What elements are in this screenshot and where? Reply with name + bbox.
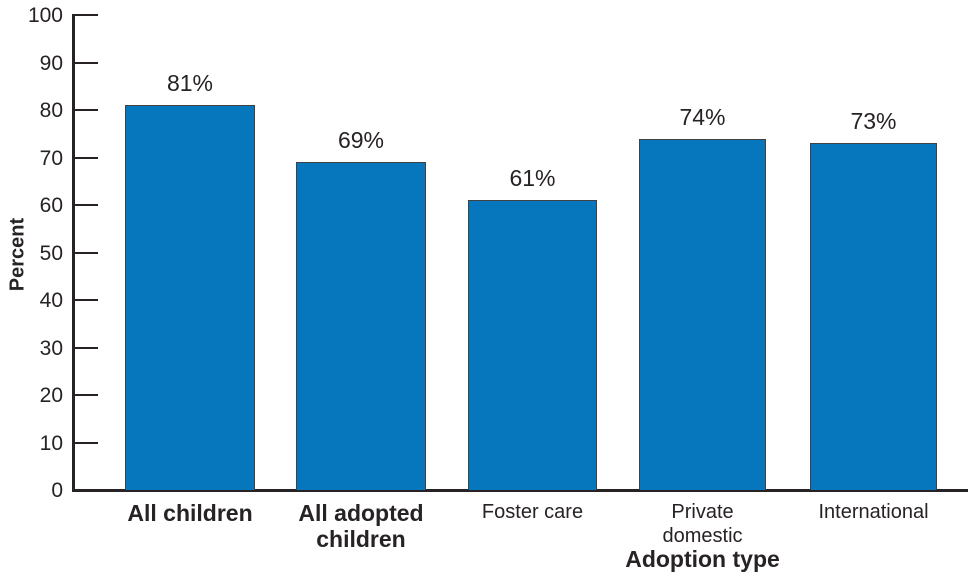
bar <box>810 143 937 490</box>
x-axis-line <box>72 489 968 492</box>
category-label: Private domestic <box>662 501 743 547</box>
y-tick-mark <box>75 204 98 206</box>
y-tick-mark <box>75 441 98 444</box>
y-tick-label: 70 <box>39 146 63 170</box>
y-tick-label: 50 <box>39 241 63 265</box>
y-tick-label: 20 <box>39 384 63 407</box>
bar <box>639 138 766 490</box>
y-tick-mark <box>75 251 98 254</box>
y-tick-mark <box>75 299 98 301</box>
bar <box>296 162 426 490</box>
bar-value-label: 61% <box>509 165 556 192</box>
category-label: International <box>818 501 929 523</box>
bar-value-label: 73% <box>850 108 897 135</box>
y-tick-label: 0 <box>51 479 63 502</box>
x-axis-title: Adoption type <box>625 546 780 572</box>
y-tick-label: 60 <box>39 194 63 217</box>
y-tick-mark <box>75 109 98 111</box>
bar-value-label: 74% <box>679 103 726 130</box>
y-tick-label: 80 <box>39 99 63 122</box>
category-label: All children <box>127 500 253 526</box>
y-tick-mark <box>75 156 98 159</box>
y-axis-line <box>72 14 75 492</box>
category-label: All adopted children <box>298 500 424 552</box>
bar-value-label: 81% <box>166 70 214 97</box>
y-tick-mark <box>75 14 98 16</box>
bar <box>125 105 255 490</box>
y-tick-mark <box>75 489 98 491</box>
y-tick-label: 40 <box>39 289 63 312</box>
y-tick-label: 90 <box>39 51 63 75</box>
y-tick-mark <box>75 346 98 349</box>
y-tick-label: 10 <box>39 431 63 455</box>
y-tick-mark <box>75 394 98 396</box>
y-tick-label: 30 <box>39 336 63 360</box>
bar <box>468 200 597 490</box>
category-label: Foster care <box>481 501 584 523</box>
y-tick-mark <box>75 61 98 64</box>
y-tick-label: 100 <box>27 4 63 27</box>
bar-value-label: 69% <box>337 127 385 154</box>
